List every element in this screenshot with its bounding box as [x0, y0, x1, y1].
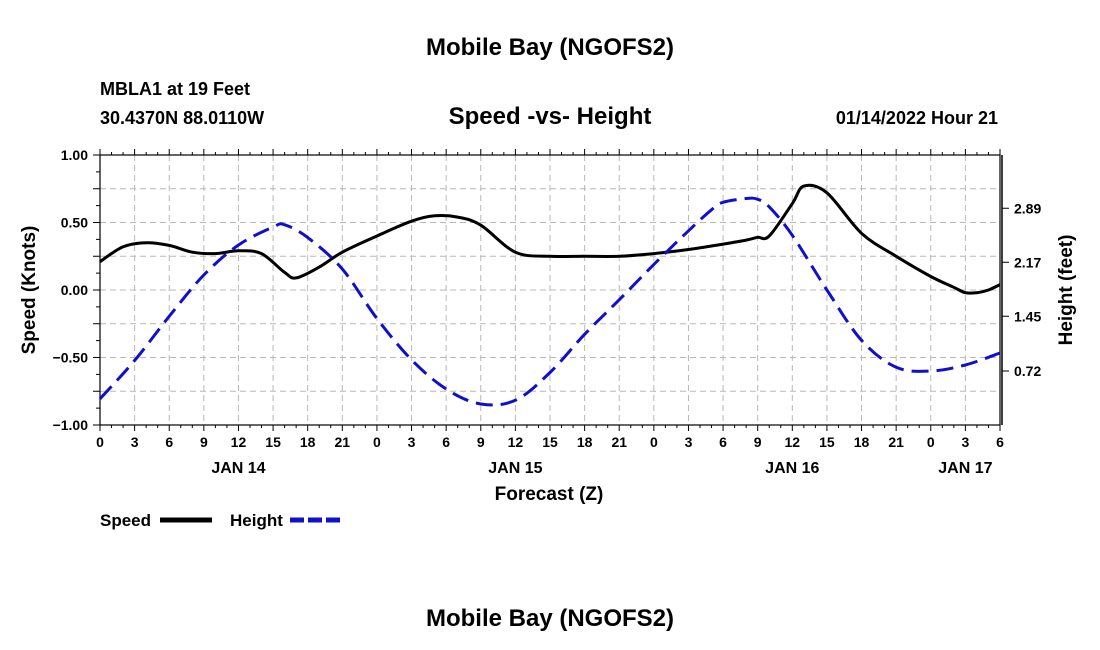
left-tick-label: −1.00	[53, 417, 89, 433]
coords-label: 30.4370N 88.0110W	[100, 108, 264, 128]
x-tick-label: 0	[373, 434, 381, 450]
y-axis-label-right: Height (feet)	[1056, 235, 1077, 346]
right-tick-label: 2.89	[1014, 200, 1041, 216]
gridlines	[100, 155, 1000, 425]
x-tick-label: 15	[265, 434, 281, 450]
x-tick-label: 9	[477, 434, 485, 450]
left-axis-ticks: 1.00 0.50 0.00 −0.50 −1.00	[53, 147, 100, 433]
x-tick-label: 0	[650, 434, 658, 450]
day-labels: JAN 14 JAN 15 JAN 16 JAN 17	[211, 460, 992, 477]
x-tick-label: 0	[96, 434, 104, 450]
legend-height-label: Height	[230, 511, 283, 530]
x-tick-label: 18	[300, 434, 316, 450]
x-tick-label: 6	[719, 434, 727, 450]
top-title: Mobile Bay (NGOFS2)	[426, 34, 674, 61]
right-axis-ticks: 2.89 2.17 1.45 0.72	[1002, 200, 1041, 379]
legend: Speed Height	[100, 511, 342, 530]
series-height-line	[98, 196, 1001, 407]
day-label: JAN 14	[211, 460, 265, 477]
x-tick-label: 21	[888, 434, 904, 450]
x-tick-label: 6	[442, 434, 450, 450]
x-tick-label: 6	[996, 434, 1004, 450]
left-tick-label: 0.00	[61, 282, 88, 298]
y-axis-label-left: Speed (Knots)	[19, 226, 40, 355]
x-axis-label: Forecast (Z)	[495, 484, 604, 505]
series-lines	[98, 183, 1001, 407]
x-tick-label: 21	[611, 434, 627, 450]
day-label: JAN 16	[765, 460, 819, 477]
left-tick-label: −0.50	[53, 350, 89, 366]
x-tick-label: 15	[542, 434, 558, 450]
x-tick-label: 21	[335, 434, 351, 450]
x-tick-label: 15	[819, 434, 835, 450]
x-tick-label: 3	[408, 434, 416, 450]
left-tick-label: 1.00	[61, 147, 88, 163]
x-axis-ticks: 0 3 6 9 12 15 18 21 0 3 6 9 12 15 18 21 0 3 6 9 12 15 18 21 0 3 6	[96, 149, 1004, 450]
station-label: MBLA1 at 19 Feet	[100, 79, 250, 99]
x-tick-label: 18	[577, 434, 593, 450]
series-speed-line	[99, 183, 1001, 295]
x-tick-label: 12	[508, 434, 524, 450]
x-tick-label: 3	[685, 434, 693, 450]
x-tick-label: 9	[754, 434, 762, 450]
right-tick-label: 2.17	[1014, 254, 1041, 270]
day-label: JAN 17	[938, 460, 992, 477]
bottom-title: Mobile Bay (NGOFS2)	[426, 605, 674, 632]
legend-speed-label: Speed	[100, 511, 151, 530]
x-tick-label: 3	[131, 434, 139, 450]
right-tick-label: 0.72	[1014, 363, 1041, 379]
left-tick-label: 0.50	[61, 215, 88, 231]
x-tick-label: 3	[961, 434, 969, 450]
x-tick-label: 9	[200, 434, 208, 450]
right-tick-label: 1.45	[1014, 308, 1041, 324]
x-tick-label: 18	[854, 434, 870, 450]
day-label: JAN 15	[488, 460, 542, 477]
chart-title: Speed -vs- Height	[449, 103, 652, 130]
x-tick-label: 0	[927, 434, 935, 450]
x-tick-label: 6	[165, 434, 173, 450]
datetime-label: 01/14/2022 Hour 21	[836, 108, 998, 128]
x-tick-label: 12	[785, 434, 801, 450]
x-tick-label: 12	[231, 434, 247, 450]
